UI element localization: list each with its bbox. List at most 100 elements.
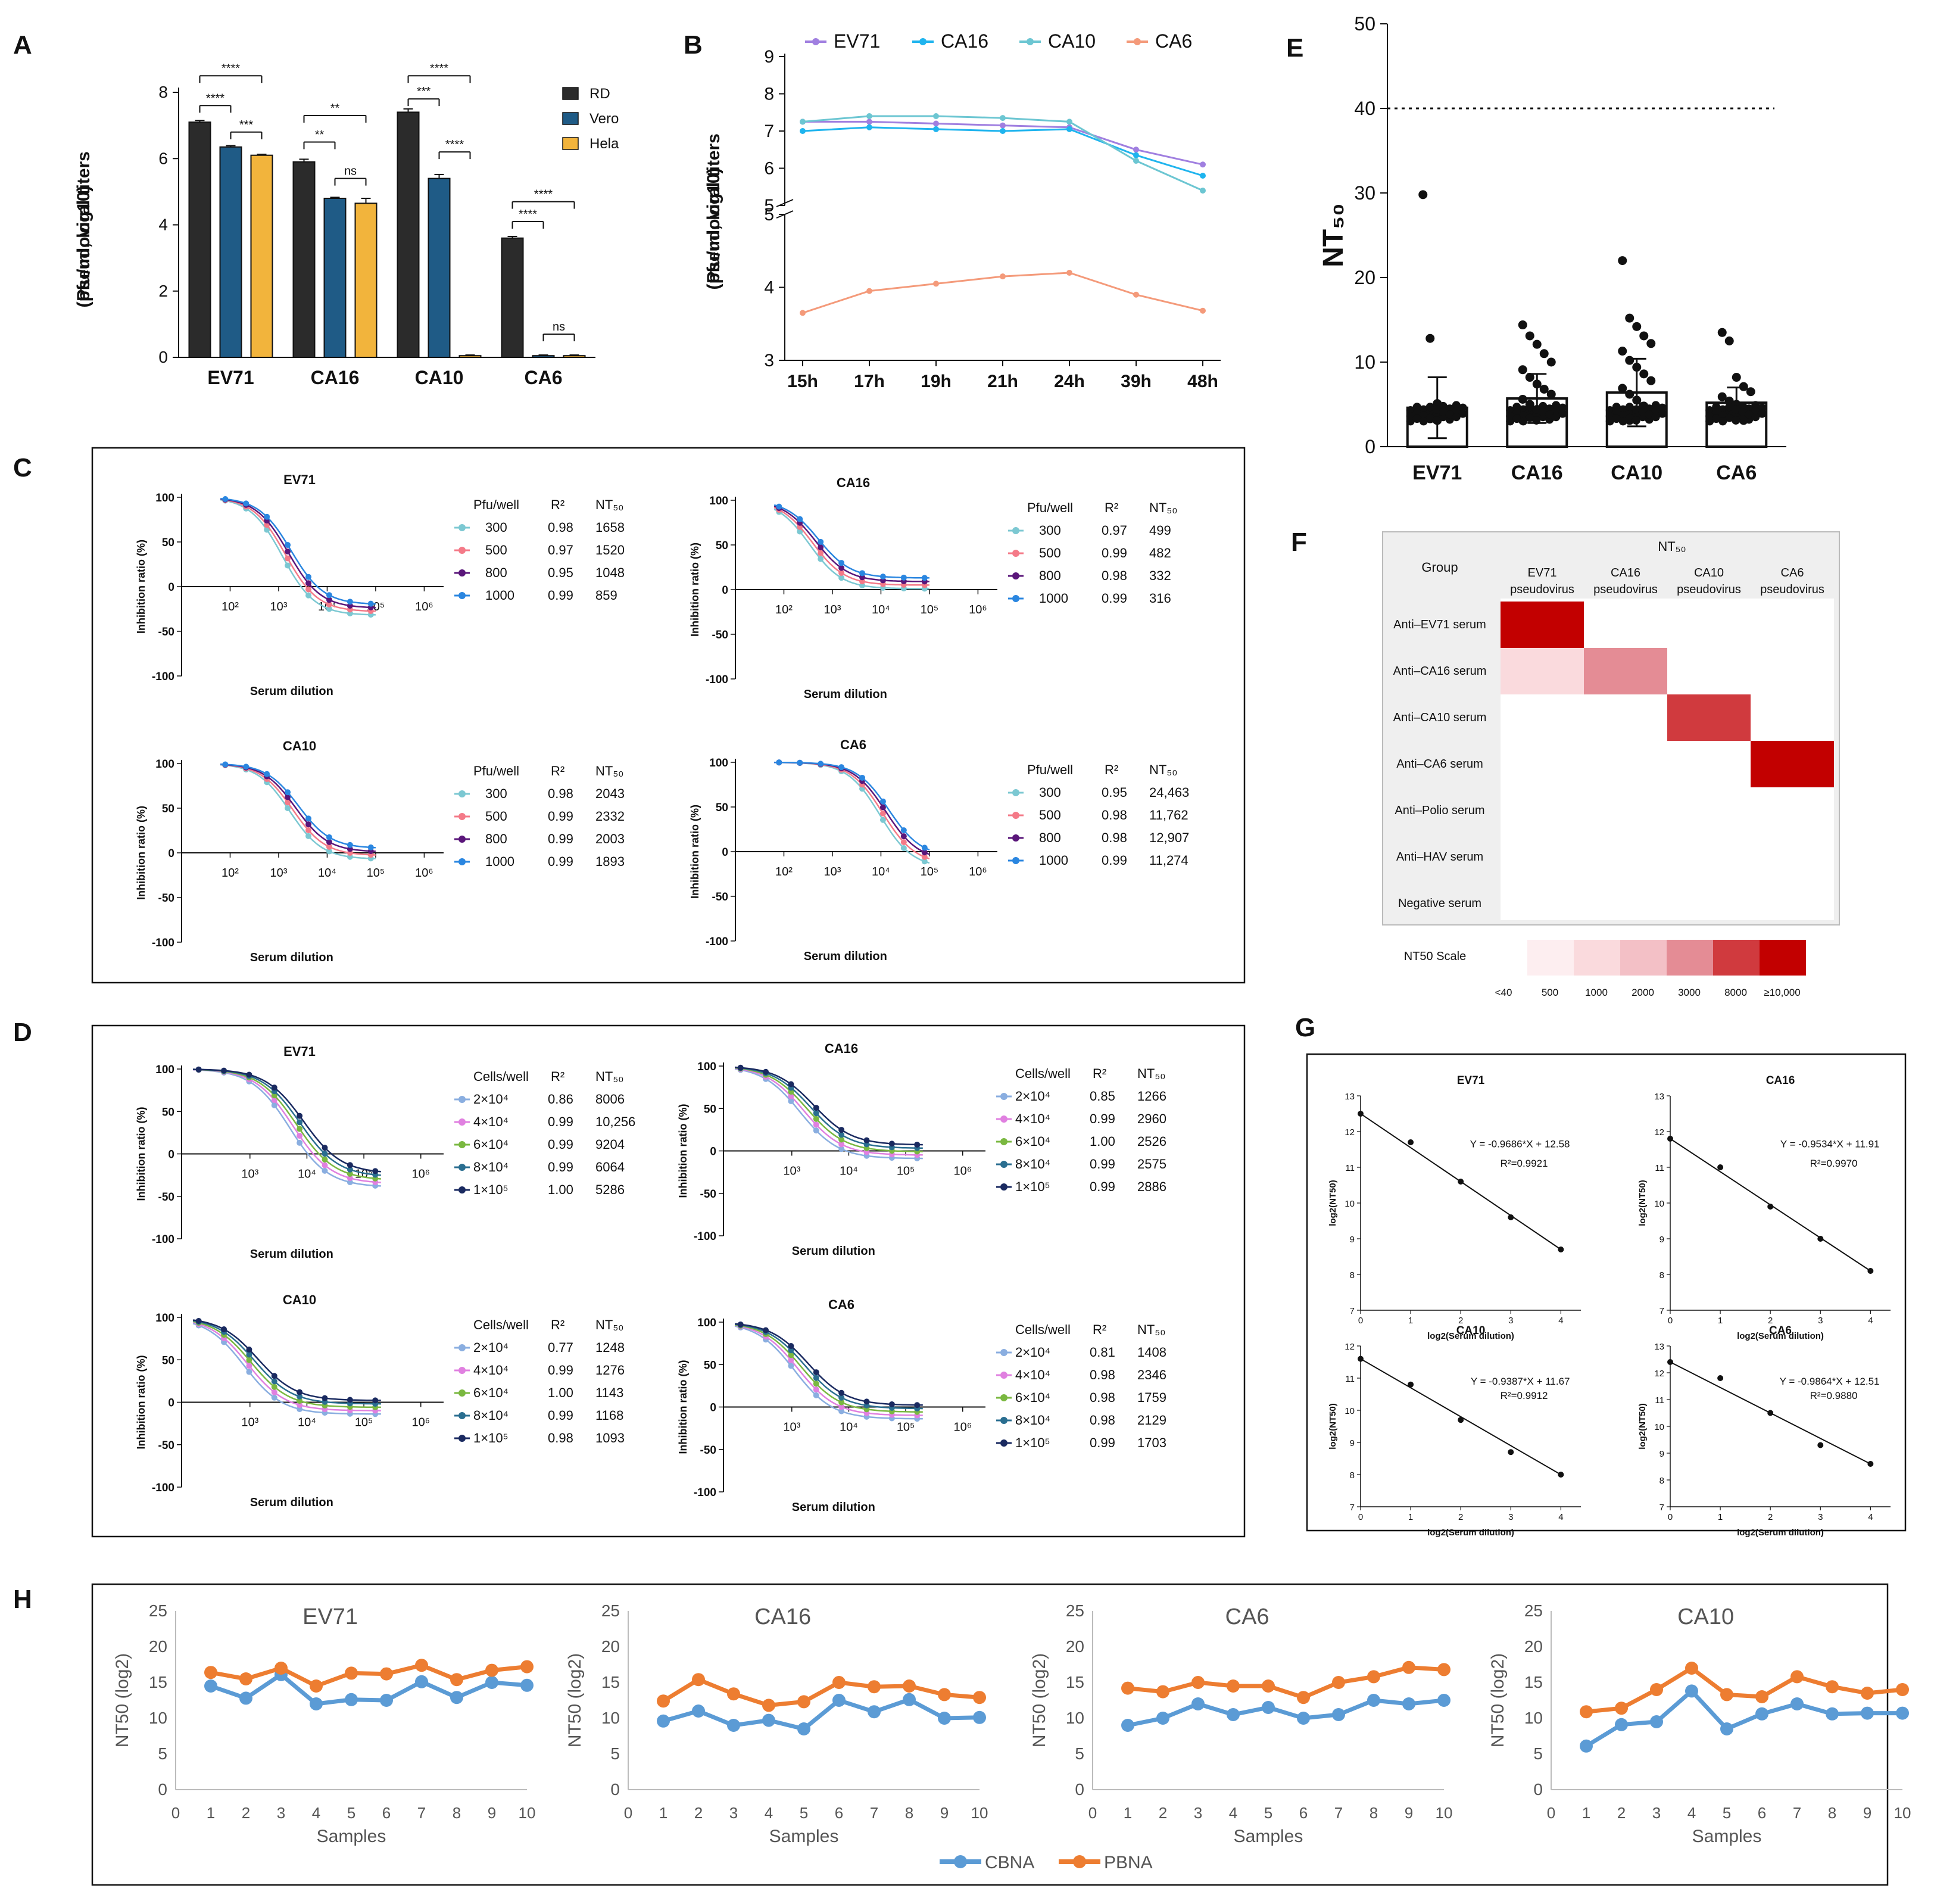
data-point (1861, 1706, 1874, 1720)
legend-marker (458, 1164, 466, 1171)
data-point (1667, 1359, 1673, 1365)
legend-marker (458, 1389, 466, 1397)
data-point (1638, 401, 1647, 410)
legend-label: CA16 (941, 30, 988, 52)
data-point (900, 574, 907, 581)
y-tick-label: 0 (158, 348, 168, 366)
y-tick-label: 0 (610, 1780, 620, 1799)
data-point (1506, 412, 1515, 420)
data-point (1200, 173, 1206, 179)
data-point (326, 601, 332, 607)
legend-label: Hela (589, 136, 619, 152)
x-tick-label: 6 (1299, 1804, 1308, 1822)
x-tick-label: 10³ (241, 1168, 258, 1181)
data-point (1532, 405, 1541, 414)
x-tick-label: 2 (1617, 1804, 1626, 1822)
row-label: Anti–EV71 serum (1393, 618, 1486, 631)
legend-label: 300 (485, 520, 507, 535)
x-tick-label: 10² (775, 865, 793, 878)
column-label: pseudovirus (1677, 583, 1741, 596)
subpanel-title: CA6 (840, 737, 866, 752)
data-point (1121, 1681, 1134, 1695)
data-point (1546, 389, 1556, 399)
x-axis-title: Serum dilution (792, 1501, 875, 1514)
legend-nt50: 9204 (595, 1137, 625, 1152)
data-point (800, 128, 806, 134)
subpanel-title: CA16 (837, 475, 870, 490)
data-point (888, 1401, 895, 1407)
legend-marker (1000, 1093, 1007, 1100)
row-label: Anti–Polio serum (1395, 804, 1484, 817)
x-tick-label: 7 (417, 1804, 426, 1822)
x-tick-label: 10² (222, 600, 239, 613)
y-tick-label: 4 (158, 216, 168, 234)
legend-label: 800 (485, 565, 507, 580)
fit-curve (220, 498, 376, 612)
legend-r2: 0.99 (548, 831, 573, 846)
x-tick-label: 9 (1863, 1804, 1871, 1822)
data-point (1658, 409, 1667, 418)
x-tick-label: 10⁶ (969, 865, 987, 878)
legend-marker (458, 1344, 466, 1351)
legend-label: 800 (1039, 830, 1061, 845)
data-point (788, 1343, 794, 1350)
x-tick-label: 2 (242, 1804, 250, 1822)
scale-swatch (1667, 940, 1713, 976)
y-tick-label: 30 (1354, 182, 1375, 204)
data-point (1512, 415, 1521, 423)
legend-header: Cells/well (473, 1069, 529, 1084)
legend-header: R² (1093, 1066, 1106, 1081)
x-tick-label: 1 (1718, 1316, 1723, 1326)
y-tick-label: 100 (697, 1061, 716, 1073)
data-point (879, 798, 886, 805)
data-point (322, 1167, 328, 1174)
data-point (818, 538, 824, 545)
data-point (271, 1378, 277, 1385)
data-point (1718, 405, 1727, 414)
legend-marker (458, 858, 466, 865)
data-point (1358, 1355, 1364, 1362)
legend-nt50: 1520 (595, 543, 625, 557)
x-axis-title: Samples (769, 1827, 839, 1846)
legend-marker (458, 569, 466, 577)
data-point (239, 1672, 252, 1685)
data-point (818, 761, 824, 767)
legend-label: 500 (1039, 546, 1061, 560)
y-axis-title: NT50 (log2) (1488, 1653, 1508, 1747)
legend-marker (1000, 1394, 1007, 1401)
legend-header: NT₅₀ (1149, 762, 1177, 777)
x-tick-label: 17h (854, 372, 885, 391)
x-tick-label: 2 (694, 1804, 703, 1822)
data-point (297, 1402, 303, 1408)
x-axis-title: Samples (317, 1827, 386, 1846)
data-point (222, 761, 229, 768)
y-tick-label: 11 (1655, 1395, 1664, 1406)
x-tick-label: 0 (1668, 1316, 1673, 1326)
y-tick-label: 5 (158, 1744, 167, 1763)
x-tick-label: 10⁴ (840, 1165, 858, 1178)
data-point (326, 848, 332, 855)
data-point (1717, 328, 1727, 337)
legend-label: 1000 (1039, 853, 1068, 868)
legend-nt50: 499 (1149, 523, 1171, 538)
data-point (1732, 416, 1740, 425)
legend-header: Pfu/well (473, 497, 519, 512)
y-tick-label: 5 (764, 205, 774, 225)
data-point (1545, 410, 1554, 419)
y-tick-label: 8 (158, 83, 168, 101)
data-point (859, 578, 866, 585)
panel-letter-g: G (1295, 1013, 1315, 1042)
data-point (1732, 373, 1741, 382)
data-point (1452, 407, 1461, 416)
data-point (297, 1126, 303, 1132)
x-tick-label: 10³ (783, 1421, 800, 1434)
scale-swatch (1620, 940, 1667, 976)
legend-nt50: 11,274 (1149, 853, 1189, 868)
x-tick-label: 5 (1264, 1804, 1272, 1822)
y-tick-label: 0 (168, 1397, 174, 1410)
y-tick-label: 0 (710, 1402, 716, 1414)
data-point (285, 542, 291, 549)
data-point (788, 1347, 794, 1354)
data-point (838, 764, 845, 771)
legend-label: 2×10⁴ (473, 1092, 509, 1107)
